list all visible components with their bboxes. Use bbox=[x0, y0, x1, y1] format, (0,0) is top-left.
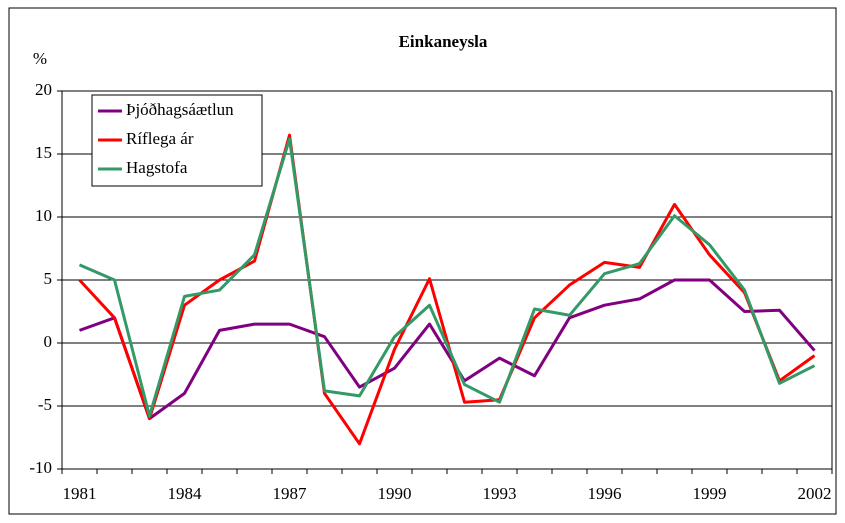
y-tick-label: 15 bbox=[35, 143, 52, 162]
x-tick-label: 1996 bbox=[588, 484, 622, 503]
y-axis-label: % bbox=[33, 49, 47, 68]
series-line bbox=[78, 278, 816, 421]
x-tick-label: 1984 bbox=[168, 484, 203, 503]
x-tick-label: 1990 bbox=[378, 484, 412, 503]
x-tick-label: 1987 bbox=[273, 484, 308, 503]
x-tick-label: 1993 bbox=[483, 484, 517, 503]
x-tick-label: 2002 bbox=[798, 484, 832, 503]
chart-title: Einkaneysla bbox=[399, 32, 488, 51]
y-tick-label: 10 bbox=[35, 206, 52, 225]
legend-label: Þjóðhagsáætlun bbox=[126, 100, 234, 119]
y-tick-label: 20 bbox=[35, 80, 52, 99]
y-tick-label: 5 bbox=[44, 269, 53, 288]
x-tick-label: 1981 bbox=[63, 484, 97, 503]
legend-label: Hagstofa bbox=[126, 158, 188, 177]
y-tick-label: -10 bbox=[29, 458, 52, 477]
legend-label: Ríflega ár bbox=[126, 129, 194, 148]
y-tick-label: -5 bbox=[38, 395, 52, 414]
chart-frame bbox=[8, 7, 837, 515]
x-tick-label: 1999 bbox=[693, 484, 727, 503]
series-line bbox=[78, 137, 816, 418]
y-tick-label: 0 bbox=[44, 332, 53, 351]
